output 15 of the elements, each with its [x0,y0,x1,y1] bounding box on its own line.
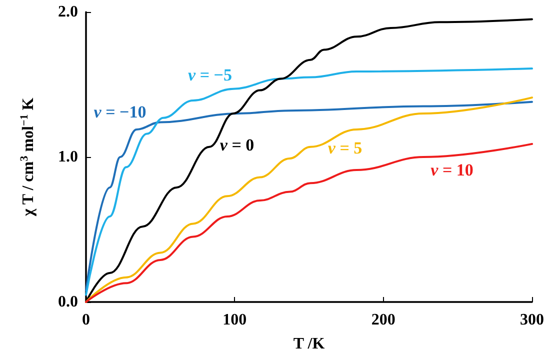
series-label: v = −5 [188,66,232,84]
series-label: v = −10 [94,102,146,122]
x-tick-label: 300 [520,312,544,328]
series-label: v = 5 [328,138,362,158]
y-tick-label: 2.0 [58,4,78,20]
y-tick-label: 1.0 [58,148,78,166]
y-axis-title: χ T / cm3 mol−1 K [18,97,37,218]
x-axis-title: T /K [293,336,326,352]
x-tick-label: 100 [222,312,247,328]
x-tick-label: 0 [82,312,90,328]
x-tick-label: 200 [371,312,396,328]
line-series [85,68,533,296]
series-label: v = 0 [220,136,254,154]
y-tick-label: 0.0 [58,294,78,310]
series-label: v = 10 [430,160,474,180]
